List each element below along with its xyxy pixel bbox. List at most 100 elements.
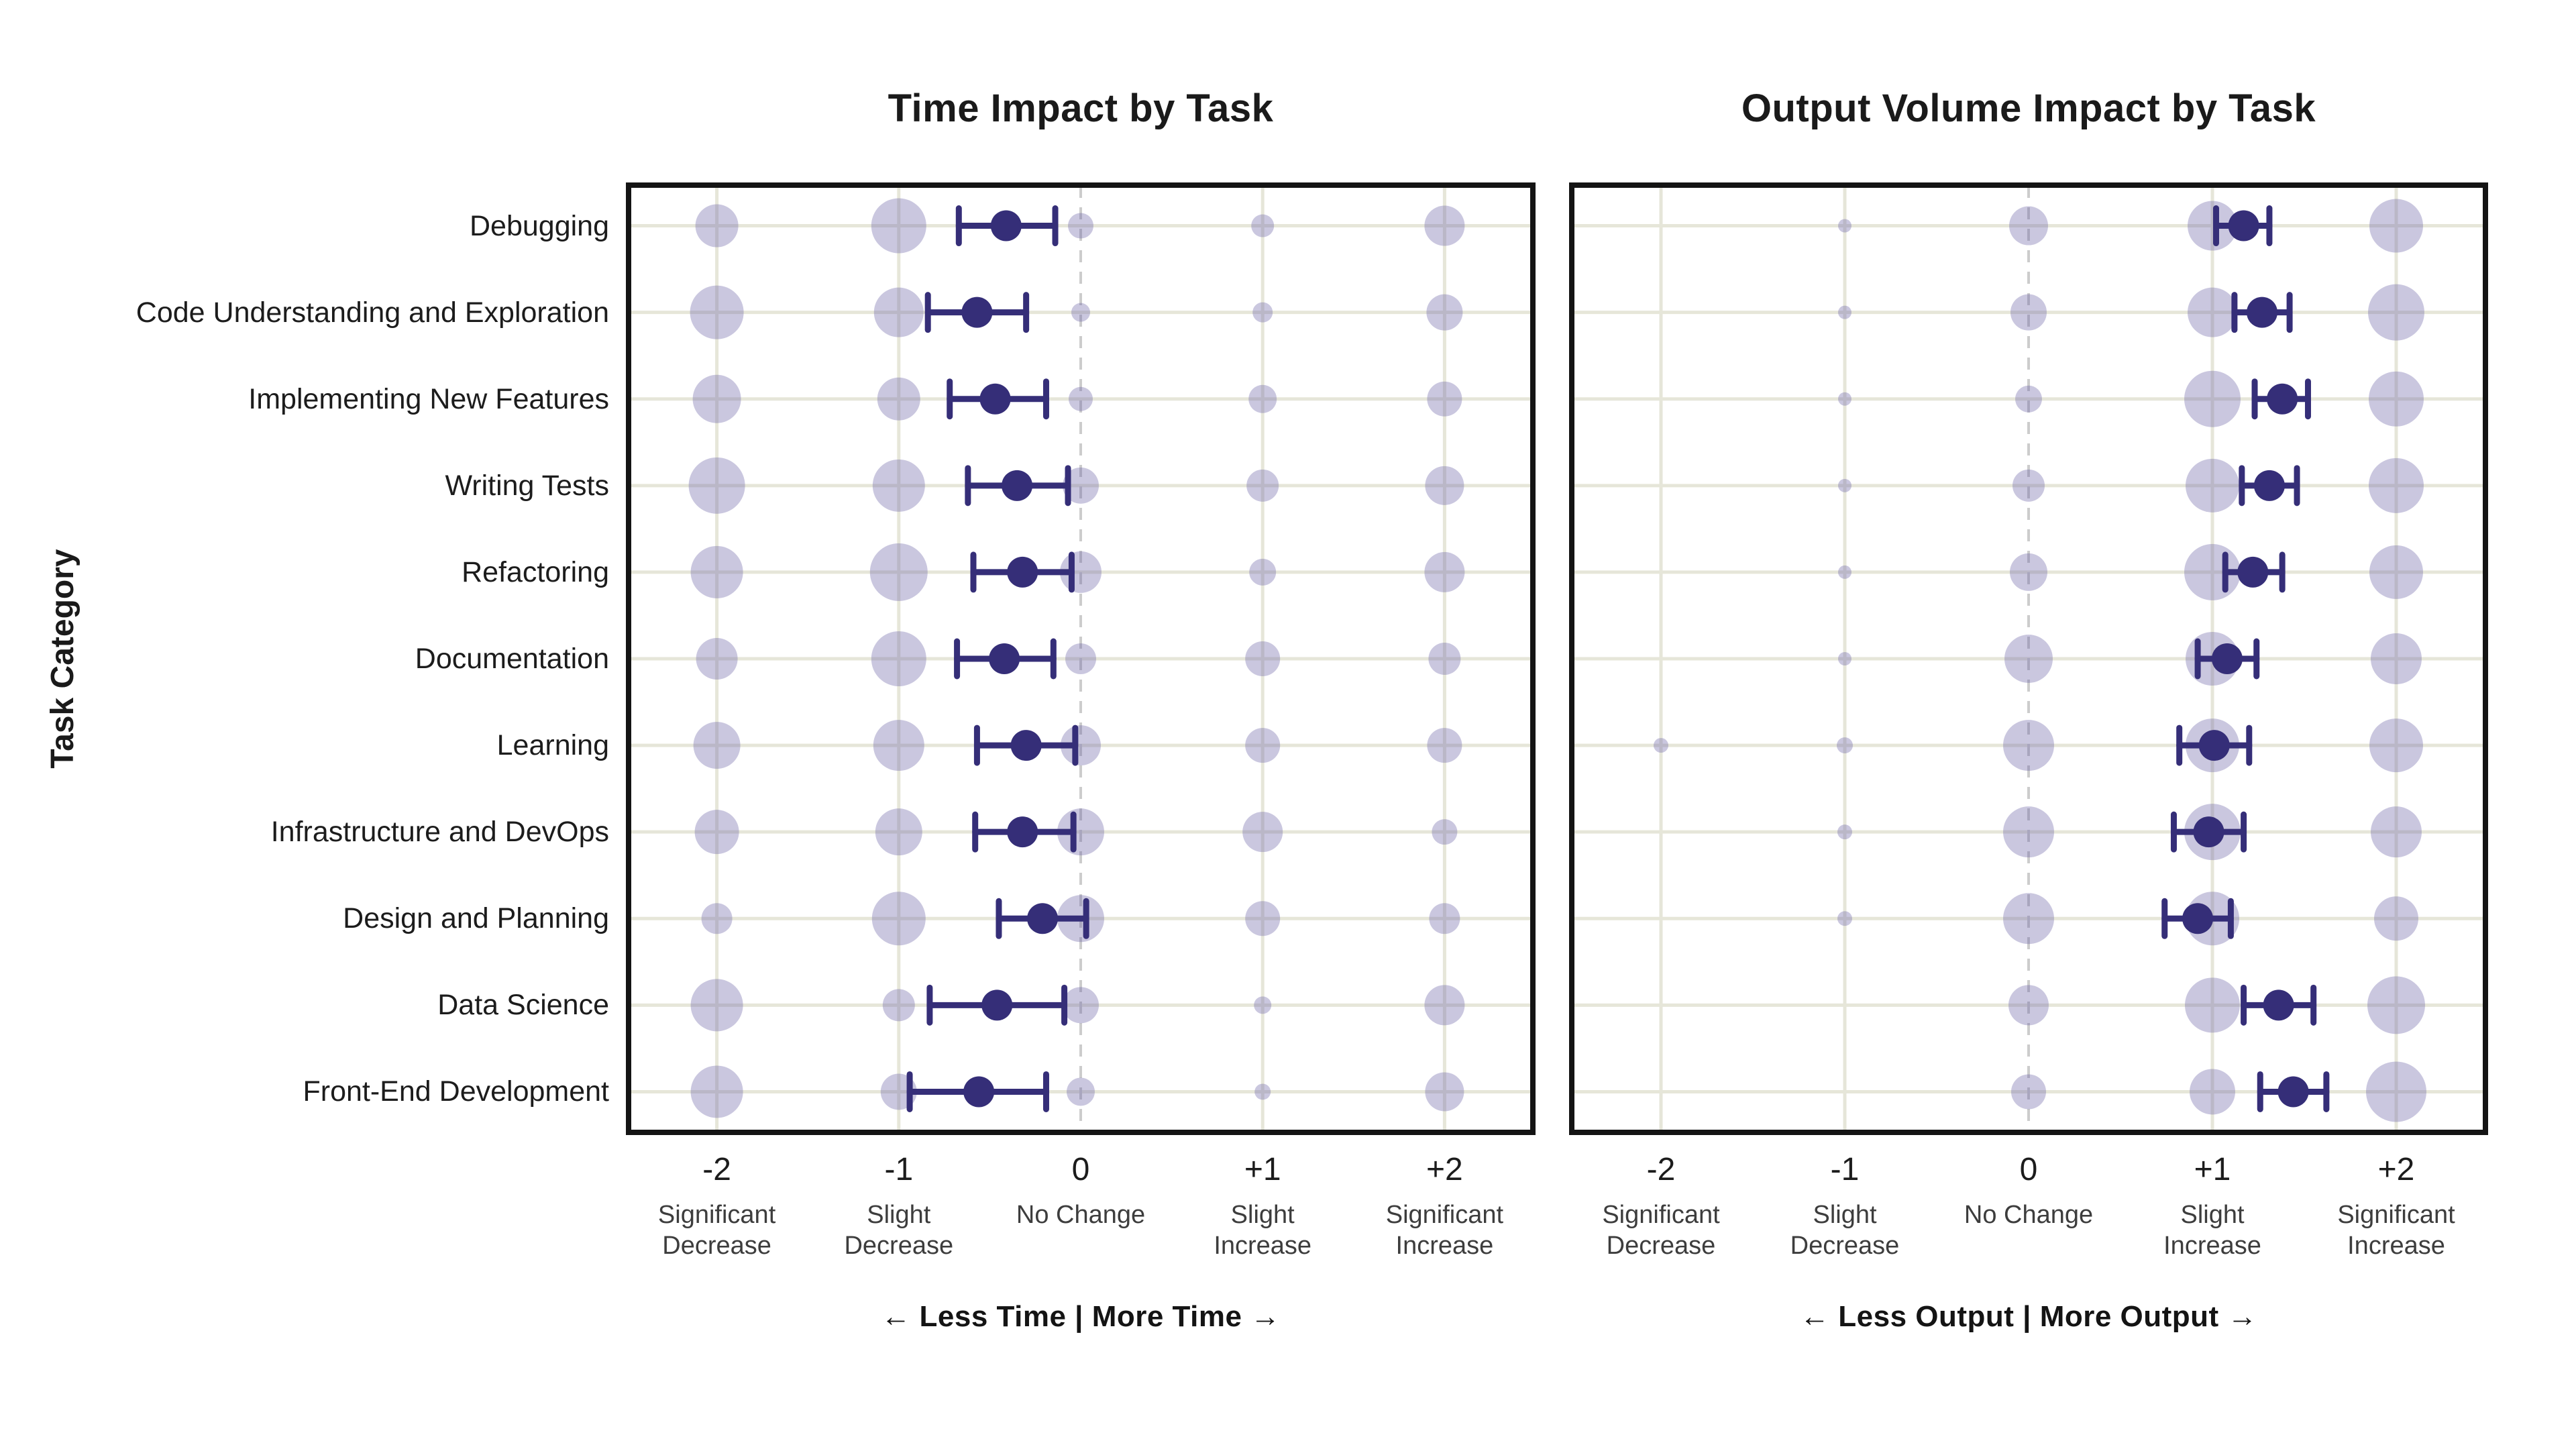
x-tick-label: Slight Increase — [2163, 1201, 2261, 1260]
distribution-bubble — [692, 374, 741, 423]
distribution-bubble — [2010, 294, 2047, 331]
x-tick-label: Significant Decrease — [1602, 1201, 1720, 1260]
distribution-bubble — [1425, 466, 1464, 505]
distribution-bubble — [1429, 903, 1460, 934]
distribution-bubble — [701, 903, 733, 934]
distribution-bubble — [871, 892, 926, 946]
x-tick-value: -1 — [884, 1152, 914, 1187]
y-category-label: Implementing New Features — [248, 382, 609, 415]
distribution-bubble — [882, 989, 915, 1022]
distribution-bubble — [2009, 206, 2048, 246]
distribution-bubble — [1071, 303, 1090, 322]
distribution-bubble — [690, 979, 743, 1032]
distribution-bubble — [1063, 467, 1099, 504]
distribution-bubble — [873, 287, 924, 337]
mean-dot — [2277, 1076, 2309, 1108]
distribution-bubble — [2004, 635, 2053, 683]
distribution-bubble — [1063, 987, 1099, 1024]
distribution-bubble — [690, 1065, 743, 1118]
distribution-bubble — [1838, 478, 1851, 492]
distribution-bubble — [2190, 1069, 2235, 1115]
y-category-label: Infrastructure and DevOps — [270, 816, 609, 849]
distribution-bubble — [1426, 294, 1463, 331]
distribution-bubble — [875, 808, 922, 856]
mean-dot — [1002, 470, 1033, 501]
distribution-bubble — [2003, 893, 2054, 945]
direction-annotation-output: ← Less Output | More Output → — [1800, 1300, 2257, 1333]
distribution-bubble — [1424, 551, 1465, 592]
distribution-bubble — [693, 722, 741, 769]
distribution-bubble — [1249, 558, 1277, 586]
distribution-bubble — [2369, 199, 2423, 253]
mean-dot — [979, 383, 1011, 415]
distribution-bubble — [694, 810, 739, 855]
distribution-bubble — [2186, 458, 2239, 513]
x-tick-label: Slight Increase — [1214, 1201, 1312, 1260]
distribution-bubble — [1254, 996, 1272, 1014]
plot-frame — [1569, 182, 2488, 1135]
distribution-bubble — [2185, 977, 2240, 1033]
x-tick-value: +1 — [1244, 1152, 1281, 1187]
distribution-bubble — [2008, 985, 2049, 1026]
distribution-bubble — [2188, 287, 2237, 337]
y-category-label: Code Understanding and Exploration — [136, 296, 609, 329]
x-tick-label: No Change — [1964, 1201, 2094, 1229]
distribution-bubble — [688, 457, 745, 514]
mean-dot — [2267, 383, 2298, 415]
distribution-bubble — [2369, 718, 2423, 773]
time-impact-plot — [626, 182, 1536, 1135]
x-tick-value: +2 — [2377, 1152, 2415, 1187]
distribution-bubble — [695, 204, 739, 248]
y-category-label: Design and Planning — [343, 902, 609, 935]
distribution-bubble — [1837, 824, 1852, 840]
distribution-bubble — [2369, 458, 2424, 513]
distribution-bubble — [2003, 806, 2054, 858]
y-category-label: Data Science — [437, 989, 609, 1022]
distribution-bubble — [877, 377, 920, 421]
chart-title-time: Time Impact by Task — [888, 87, 1274, 130]
distribution-bubble — [690, 285, 744, 339]
distribution-bubble — [2366, 1061, 2426, 1122]
plot-frame — [626, 182, 1536, 1135]
distribution-bubble — [1654, 738, 1668, 753]
x-tick-value: -1 — [1830, 1152, 1860, 1187]
mean-dot — [2253, 470, 2285, 501]
x-tick-label: Significant Increase — [1385, 1201, 1504, 1260]
distribution-bubble — [1065, 643, 1096, 674]
distribution-bubble — [2371, 806, 2422, 858]
distribution-bubble — [1061, 725, 1101, 766]
distribution-bubble — [1424, 985, 1465, 1026]
y-axis-labels: Debugging Code Understanding and Explorat… — [0, 182, 609, 1135]
distribution-bubble — [1245, 901, 1281, 936]
distribution-bubble — [696, 638, 738, 680]
distribution-bubble — [1838, 305, 1851, 319]
plot-area-output — [1569, 182, 2488, 1135]
mean-dot — [2182, 903, 2214, 934]
distribution-bubble — [1251, 214, 1275, 237]
distribution-bubble — [1057, 808, 1104, 856]
x-tick-label: Significant Decrease — [657, 1201, 776, 1260]
x-tick-label: Slight Decrease — [1790, 1201, 1900, 1260]
x-tick-value: -2 — [702, 1152, 731, 1187]
distribution-bubble — [1428, 643, 1461, 675]
distribution-bubble — [2371, 633, 2422, 684]
distribution-bubble — [1246, 469, 1279, 502]
distribution-bubble — [1069, 386, 1093, 411]
distribution-bubble — [1245, 728, 1281, 763]
distribution-bubble — [1838, 652, 1851, 665]
distribution-bubble — [1067, 1077, 1095, 1106]
mean-dot — [2237, 556, 2269, 588]
mean-dot — [963, 1076, 995, 1108]
mean-dot — [961, 297, 993, 328]
chart-title-output: Output Volume Impact by Task — [1741, 87, 2316, 130]
mean-dot — [1007, 816, 1038, 848]
distribution-bubble — [1252, 302, 1273, 323]
distribution-bubble — [2184, 370, 2241, 427]
distribution-bubble — [872, 459, 925, 512]
distribution-bubble — [1068, 213, 1093, 239]
distribution-bubble — [1424, 205, 1465, 246]
plot-area-time — [626, 182, 1536, 1135]
distribution-bubble — [2367, 976, 2425, 1034]
mean-dot — [2198, 730, 2230, 761]
x-tick-label: No Change — [1016, 1201, 1146, 1229]
